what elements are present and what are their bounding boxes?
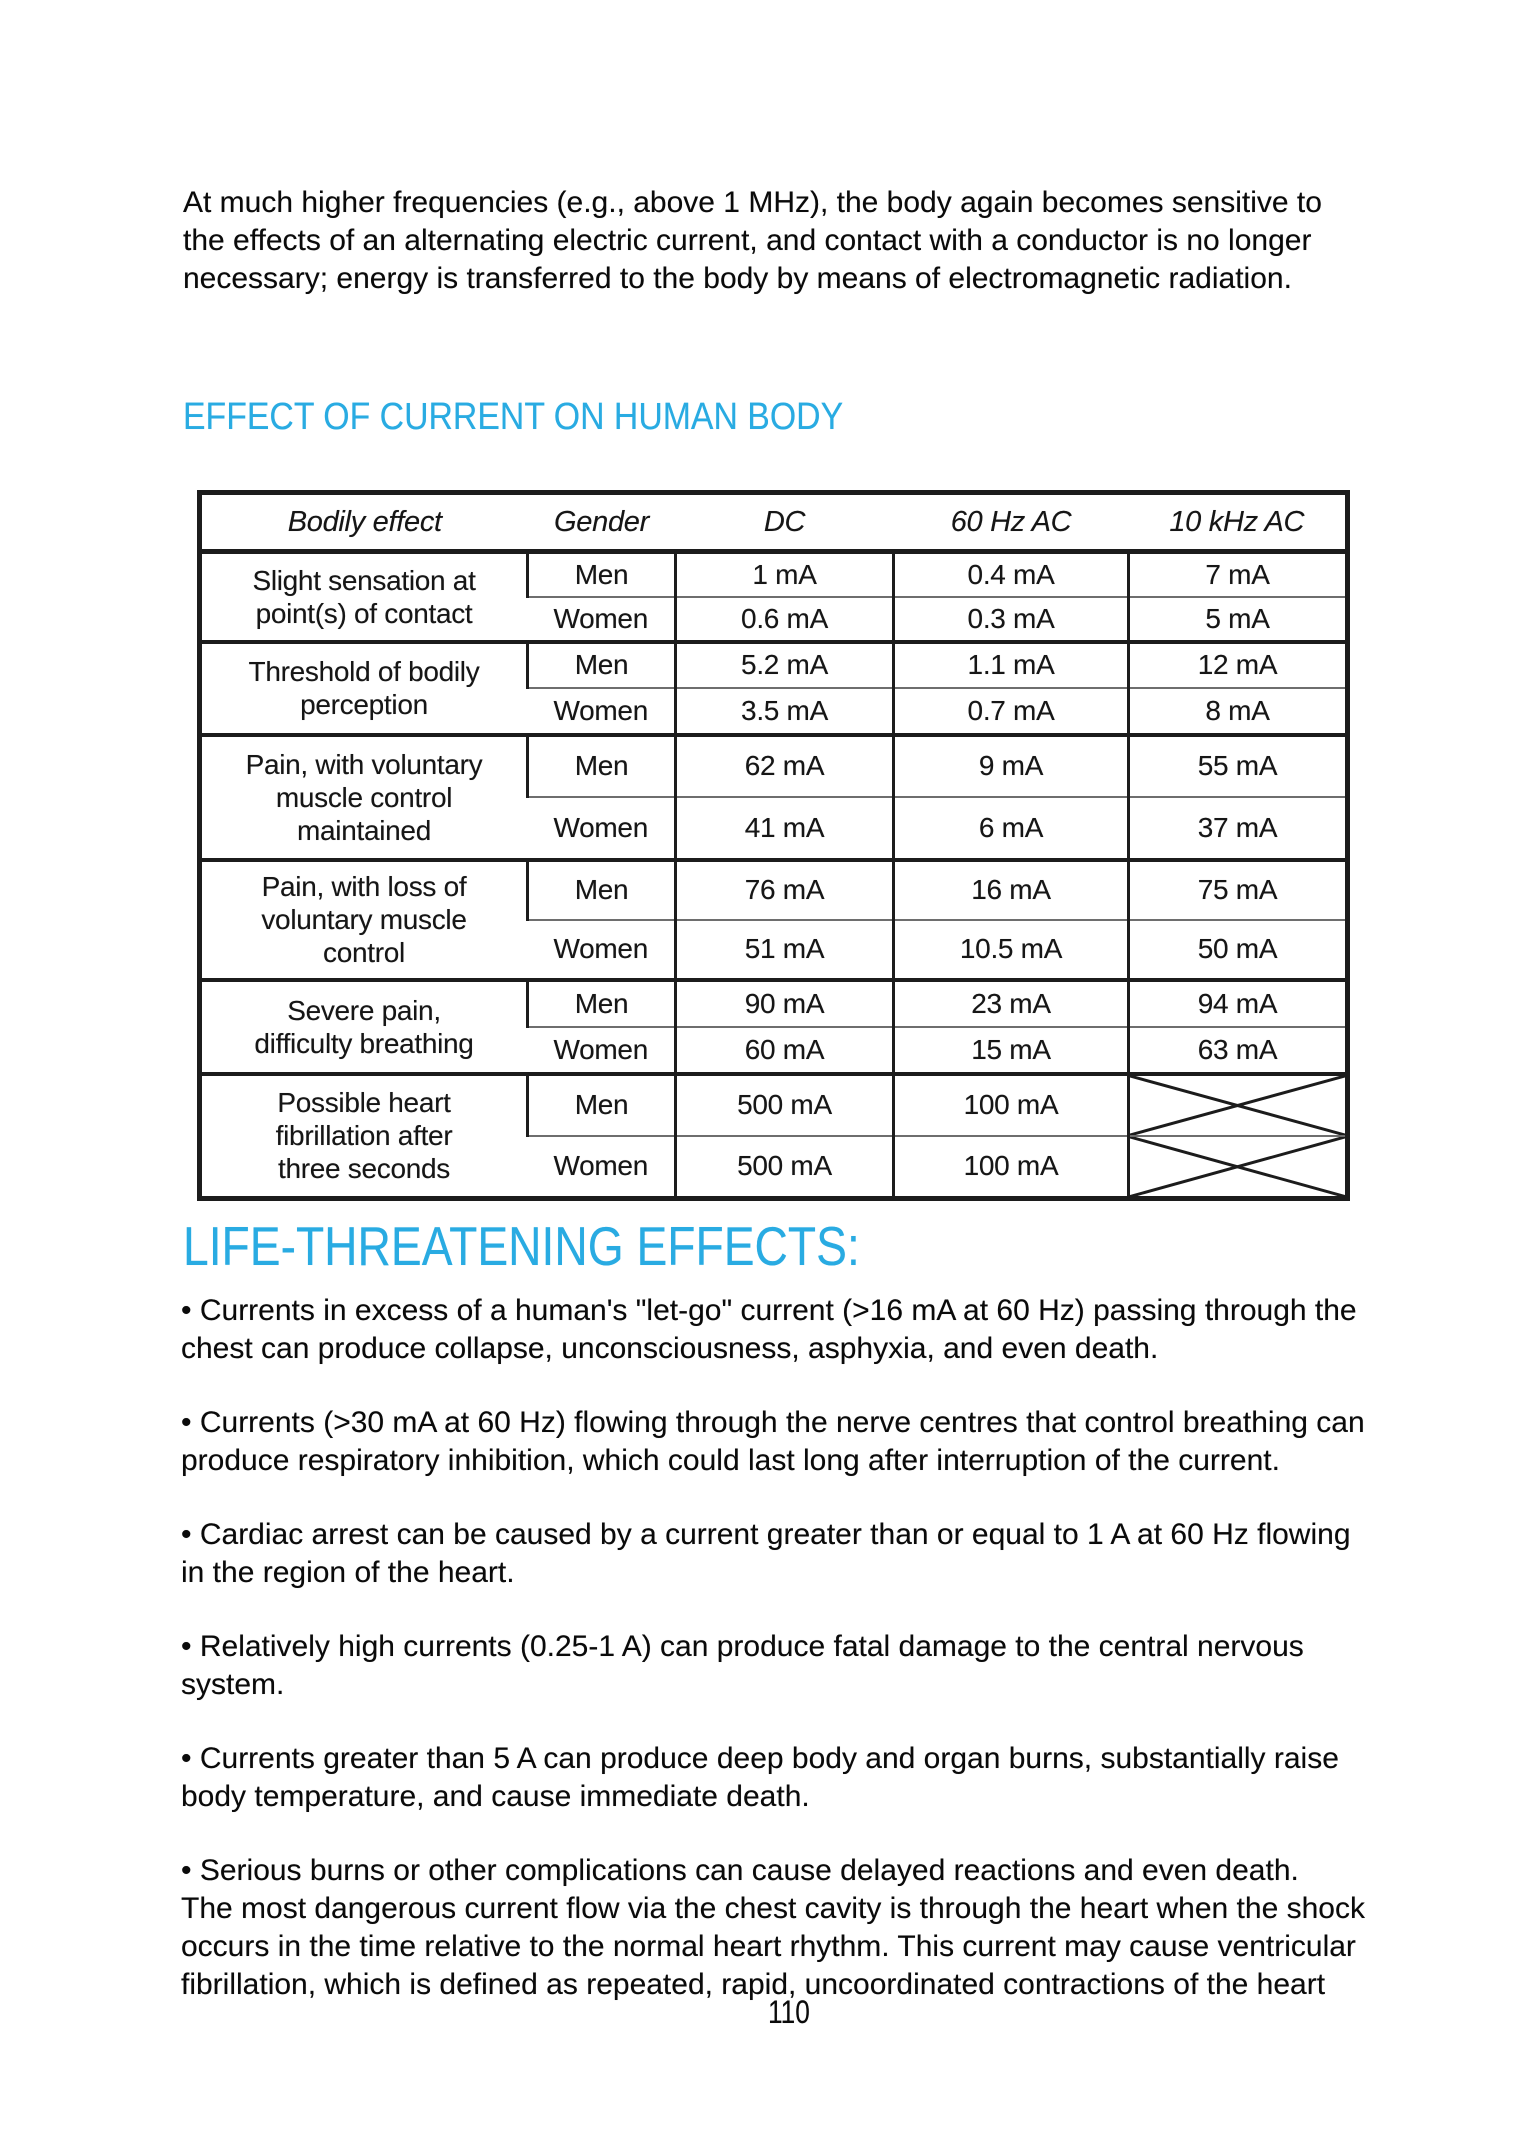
effect-label: Possible heart fibrillation after three … xyxy=(199,1073,528,1201)
dc-value: 500 mA xyxy=(674,1073,894,1137)
bullet-item: • Serious burns or other complications c… xyxy=(181,1854,1365,2001)
gender-cell: Women xyxy=(527,1135,676,1201)
section-heading: EFFECT OF CURRENT ON HUMAN BODY xyxy=(183,396,844,438)
dc-value: 5.2 mA xyxy=(674,641,894,689)
ac60-value: 1.1 mA xyxy=(892,641,1129,689)
gender-cell: Women xyxy=(527,687,676,737)
bullet-item: • Cardiac arrest can be caused by a curr… xyxy=(181,1518,1351,1589)
effect-label: Pain, with voluntary muscle control main… xyxy=(199,734,528,862)
column-header-bodily-effect: Bodily effect xyxy=(199,492,528,554)
bullet-item: • Currents (>30 mA at 60 Hz) flowing thr… xyxy=(181,1406,1365,1477)
dc-value: 1 mA xyxy=(674,551,894,598)
ac10k-value: 55 mA xyxy=(1127,734,1348,798)
effect-label: Pain, with loss of voluntary muscle cont… xyxy=(199,859,528,982)
threats-heading: LIFE-THREATENING EFFECTS: xyxy=(183,1215,860,1277)
table-row: Pain, with loss of voluntary muscle cont… xyxy=(199,859,1348,982)
crossed-out-cell xyxy=(1127,1135,1348,1201)
intro-paragraph: At much higher frequencies (e.g., above … xyxy=(183,186,1322,295)
crossed-out-cell xyxy=(1127,1073,1348,1137)
bullet-item: • Currents greater than 5 A can produce … xyxy=(181,1742,1339,1813)
dc-value: 51 mA xyxy=(674,919,894,982)
gender-cell: Men xyxy=(526,734,676,798)
gender-cell: Women xyxy=(527,796,676,862)
cross-out-icon xyxy=(1130,1137,1345,1197)
table-row: Severe pain, difficulty breathing Men 90… xyxy=(199,979,1348,1076)
table-row: Pain, with voluntary muscle control main… xyxy=(199,734,1348,862)
table-row: Women 51 mA 10.5 mA 50 mA xyxy=(200,919,1348,982)
column-header-dc: DC xyxy=(675,492,894,554)
column-header-60hz-ac: 60 Hz AC xyxy=(893,492,1129,554)
ac10k-value: 12 mA xyxy=(1127,641,1348,689)
column-header-gender: Gender xyxy=(527,492,676,554)
ac60-value: 0.3 mA xyxy=(892,596,1129,644)
table-row: Women 3.5 mA 0.7 mA 8 mA xyxy=(200,687,1348,737)
bullet-item: • Relatively high currents (0.25-1 A) ca… xyxy=(181,1630,1304,1701)
threats-bullet-list: • Currents in excess of a human's "let-g… xyxy=(181,1292,1481,2040)
table-row: Women 0.6 mA 0.3 mA 5 mA xyxy=(200,596,1348,644)
ac60-value: 10.5 mA xyxy=(892,919,1129,982)
ac10k-value: 63 mA xyxy=(1127,1026,1348,1076)
ac60-value: 6 mA xyxy=(892,796,1129,862)
ac10k-value: 7 mA xyxy=(1127,551,1348,598)
gender-cell: Women xyxy=(527,1026,676,1076)
table-row: Women 41 mA 6 mA 37 mA xyxy=(200,796,1348,862)
dc-value: 3.5 mA xyxy=(674,687,894,737)
table-row: Slight sensation at point(s) of contact … xyxy=(199,551,1348,644)
ac10k-value: 94 mA xyxy=(1127,979,1348,1028)
ac60-value: 100 mA xyxy=(892,1135,1129,1201)
ac60-value: 100 mA xyxy=(892,1073,1129,1137)
effect-label: Threshold of bodily perception xyxy=(199,641,528,737)
bullet-item: • Currents in excess of a human's "let-g… xyxy=(181,1294,1357,1365)
ac60-value: 0.4 mA xyxy=(892,551,1129,598)
gender-cell: Women xyxy=(527,919,676,982)
dc-value: 62 mA xyxy=(674,734,894,798)
ac10k-value: 75 mA xyxy=(1127,859,1348,921)
gender-cell: Men xyxy=(526,641,676,689)
cross-out-icon xyxy=(1130,1076,1345,1135)
ac10k-value: 50 mA xyxy=(1127,919,1348,982)
ac60-value: 9 mA xyxy=(892,734,1129,798)
column-header-10khz-ac: 10 kHz AC xyxy=(1128,492,1348,554)
effect-label: Severe pain, difficulty breathing xyxy=(199,979,528,1076)
dc-value: 90 mA xyxy=(674,979,894,1028)
table-header-row: Bodily effect Gender DC 60 Hz AC 10 kHz … xyxy=(199,492,1348,554)
ac60-value: 23 mA xyxy=(892,979,1129,1028)
effect-label: Slight sensation at point(s) of contact xyxy=(199,551,528,644)
gender-cell: Men xyxy=(526,979,676,1028)
dc-value: 0.6 mA xyxy=(674,596,894,644)
gender-cell: Men xyxy=(526,859,676,921)
gender-cell: Men xyxy=(526,551,676,598)
dc-value: 500 mA xyxy=(674,1135,894,1201)
table-row: Threshold of bodily perception Men 5.2 m… xyxy=(199,641,1348,737)
page-number: 110 xyxy=(768,1994,810,2030)
ac60-value: 0.7 mA xyxy=(892,687,1129,737)
ac60-value: 15 mA xyxy=(892,1026,1129,1076)
table-row: Possible heart fibrillation after three … xyxy=(199,1073,1348,1201)
gender-cell: Women xyxy=(527,596,676,644)
ac10k-value: 8 mA xyxy=(1127,687,1348,737)
ac10k-value: 5 mA xyxy=(1127,596,1348,644)
dc-value: 76 mA xyxy=(674,859,894,921)
table-row: Women 500 mA 100 mA xyxy=(200,1135,1348,1201)
ac10k-value: 37 mA xyxy=(1127,796,1348,862)
dc-value: 41 mA xyxy=(674,796,894,862)
current-effects-table: Bodily effect Gender DC 60 Hz AC 10 kHz … xyxy=(197,490,1350,1201)
dc-value: 60 mA xyxy=(674,1026,894,1076)
ac60-value: 16 mA xyxy=(892,859,1129,921)
table-row: Women 60 mA 15 mA 63 mA xyxy=(200,1026,1348,1076)
gender-cell: Men xyxy=(526,1073,676,1137)
